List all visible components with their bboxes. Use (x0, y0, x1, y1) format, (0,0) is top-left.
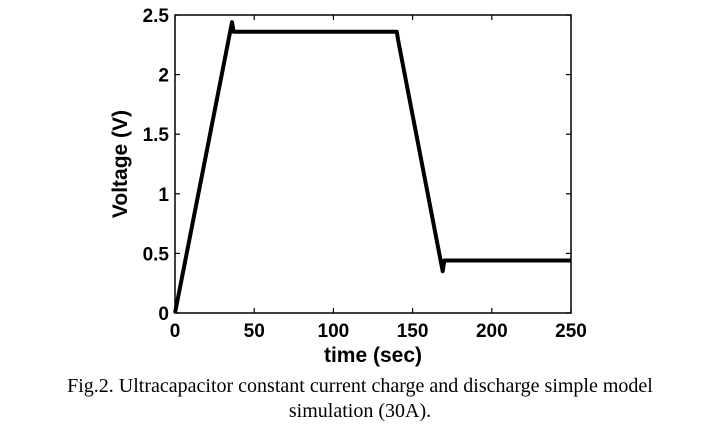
x-axis-label: time (sec) (324, 344, 422, 367)
x-tick-label: 100 (318, 321, 350, 342)
y-tick-label: 1 (158, 185, 169, 206)
caption-line: Fig.2. Ultracapacitor constant current c… (67, 375, 653, 397)
y-tick-label: 2 (158, 66, 169, 87)
y-tick-label: 0.5 (143, 244, 170, 265)
x-tick-label: 200 (476, 321, 508, 342)
data-line (173, 20, 571, 314)
plot-frame (174, 14, 572, 314)
x-tick-label: 0 (170, 321, 181, 342)
y-tick-label: 0 (158, 304, 169, 325)
y-tick-label: 2.5 (143, 6, 170, 27)
x-tick-label: 150 (397, 321, 429, 342)
x-tick-label: 50 (244, 321, 265, 342)
y-tick-label: 1.5 (143, 125, 170, 146)
y-axis-label: Voltage (V) (109, 110, 132, 218)
caption-line: simulation (30A). (289, 400, 431, 422)
x-tick-label: 250 (555, 321, 587, 342)
